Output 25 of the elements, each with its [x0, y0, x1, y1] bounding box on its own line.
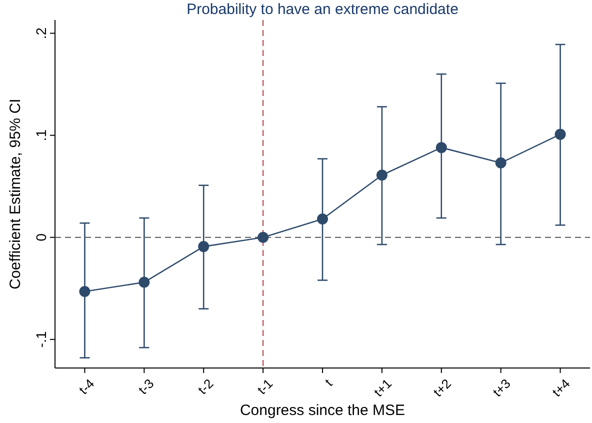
x-tick-label: t-4: [76, 376, 98, 398]
point: [258, 232, 269, 243]
x-tick-label: t-3: [135, 376, 157, 398]
y-tick-label: -.1: [33, 331, 49, 348]
y-tick-label: 0: [33, 233, 49, 242]
point: [436, 142, 447, 154]
point: [138, 276, 150, 288]
x-tick-label: t+3: [490, 376, 514, 400]
x-axis-title: Congress since the MSE: [240, 402, 406, 419]
point: [495, 157, 506, 168]
x-tick-label: t+4: [549, 376, 573, 400]
x-tick-label: t: [322, 376, 336, 390]
point: [376, 170, 388, 181]
y-tick-label: .1: [33, 129, 49, 142]
point: [554, 128, 566, 140]
point: [317, 214, 328, 225]
x-tick-label: t+2: [430, 376, 454, 400]
x-tick-label: t-1: [254, 376, 276, 398]
chart-title: Probability to have an extreme candidate: [186, 1, 458, 18]
point: [79, 286, 90, 297]
y-axis-title: Coefficient Estimate, 95% CI: [7, 98, 24, 290]
y-tick-label: .2: [33, 27, 49, 40]
x-tick-label: t-2: [194, 376, 216, 398]
x-tick-label: t+1: [370, 376, 394, 400]
point: [198, 241, 210, 252]
